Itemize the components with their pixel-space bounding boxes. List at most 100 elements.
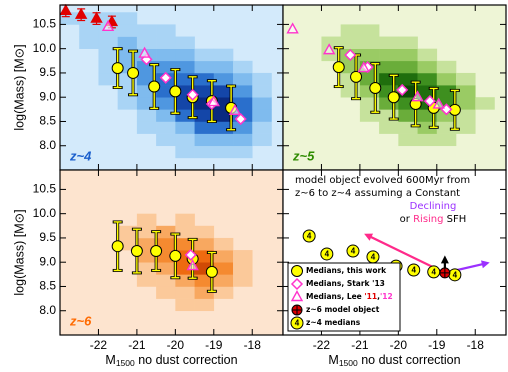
panel-label: z~6 bbox=[69, 313, 92, 328]
heatmap-cell bbox=[252, 262, 272, 274]
median-point bbox=[169, 85, 182, 98]
heatmap-cell bbox=[98, 72, 118, 86]
heatmap-cell bbox=[175, 121, 195, 134]
heatmap-cell bbox=[79, 134, 99, 146]
heatmap-cell bbox=[60, 189, 80, 201]
x-axis-label: M1500 no dust correction bbox=[328, 353, 460, 368]
note-or: or bbox=[400, 214, 413, 225]
heatmap-cell bbox=[98, 97, 118, 109]
legend-label-part: z~4 medians bbox=[306, 318, 361, 327]
heatmap-cell bbox=[79, 286, 99, 298]
heatmap-cell bbox=[418, 12, 438, 24]
heatmap-cell bbox=[60, 12, 80, 25]
heatmap-cell bbox=[437, 24, 457, 36]
heatmap-cell bbox=[475, 97, 495, 110]
diamond-point bbox=[290, 277, 304, 291]
heatmap-cell bbox=[195, 311, 215, 323]
heatmap-cell bbox=[213, 250, 234, 263]
heatmap-cell bbox=[195, 189, 215, 201]
heatmap-cell bbox=[137, 311, 157, 323]
heatmap-cell bbox=[60, 134, 80, 146]
triangle-point bbox=[90, 11, 103, 23]
heatmap-cell bbox=[436, 133, 457, 147]
note-declining: Declining bbox=[410, 201, 457, 212]
triangle-point bbox=[59, 3, 72, 16]
heatmap-cell bbox=[398, 48, 418, 62]
heatmap-cell bbox=[194, 48, 215, 62]
heatmap-cell bbox=[436, 60, 457, 74]
heatmap-cell bbox=[156, 24, 176, 37]
heatmap-cell bbox=[213, 133, 234, 147]
heatmap-cell bbox=[175, 36, 195, 49]
triangle-point bbox=[186, 259, 199, 271]
x-tick-label: -19 bbox=[428, 338, 446, 352]
heatmap-cell bbox=[214, 202, 234, 214]
heatmap-cell bbox=[252, 226, 272, 238]
note-rising-word: Rising bbox=[413, 214, 443, 225]
heatmap-cell bbox=[456, 49, 476, 61]
legend-box bbox=[287, 262, 401, 332]
heatmap-cell bbox=[214, 299, 234, 311]
heatmap-cell bbox=[252, 37, 272, 49]
note-rising: or Rising SFH bbox=[400, 214, 467, 225]
heatmap-cell bbox=[79, 299, 99, 311]
x-axis-label-part: no dust correction bbox=[358, 353, 461, 367]
heatmap-cell bbox=[214, 226, 234, 238]
heatmap-cell bbox=[233, 37, 253, 49]
heatmap-cell bbox=[136, 109, 157, 122]
legend-label: Medians, Lee '11,'12 bbox=[306, 292, 393, 301]
heatmap-cell bbox=[233, 133, 253, 147]
y-tick-label: 10.0 bbox=[33, 41, 57, 55]
heatmap-cell bbox=[456, 97, 476, 110]
legend-label: z~4 medians bbox=[306, 318, 361, 327]
heatmap-cell bbox=[359, 48, 380, 62]
heatmap-cell bbox=[252, 133, 272, 147]
legend-label-part: '12 bbox=[380, 292, 393, 301]
heatmap-cell bbox=[79, 85, 99, 97]
heatmap-cell bbox=[195, 202, 215, 214]
legend-label-part: z~6 model object bbox=[306, 305, 380, 314]
heatmap-cell bbox=[436, 85, 457, 98]
heatmap-cell bbox=[60, 274, 80, 286]
heatmap-cell bbox=[117, 12, 138, 25]
heatmap-cell bbox=[233, 238, 253, 250]
heatmap-cell bbox=[195, 24, 215, 36]
y-tick-label: 10.5 bbox=[33, 17, 57, 31]
heatmap-cell bbox=[79, 189, 99, 201]
heatmap-cell bbox=[456, 72, 476, 86]
diamond-point bbox=[423, 95, 436, 108]
heatmap-cell bbox=[194, 109, 215, 122]
heatmap-cell bbox=[252, 109, 272, 122]
arrow-head bbox=[440, 255, 449, 264]
heatmap-cell bbox=[252, 238, 272, 250]
median-point bbox=[127, 66, 140, 79]
heatmap-cell bbox=[341, 109, 361, 121]
heatmap-cell bbox=[60, 121, 80, 133]
heatmap-cell bbox=[341, 12, 361, 24]
heatmap-cell bbox=[79, 202, 99, 214]
heatmap-cell bbox=[79, 49, 99, 61]
heatmap-cell bbox=[98, 36, 118, 49]
heatmap-cell bbox=[137, 202, 157, 214]
heatmap-cell bbox=[195, 12, 215, 24]
heatmap-cell bbox=[252, 286, 272, 298]
heatmap-cell bbox=[233, 72, 253, 86]
heatmap-cell bbox=[156, 311, 176, 323]
heatmap-cell bbox=[118, 134, 138, 146]
diamond-point bbox=[396, 83, 409, 96]
heatmap-cell bbox=[379, 36, 399, 49]
heatmap-cell bbox=[60, 202, 80, 214]
heatmap-cell bbox=[283, 73, 303, 85]
point-label: 4 bbox=[453, 270, 458, 279]
point-label: 4 bbox=[325, 250, 330, 259]
x-axis-label-part: 1500 bbox=[339, 358, 358, 368]
heatmap-cell bbox=[60, 238, 80, 250]
heatmap-cell bbox=[475, 49, 495, 61]
heatmap-cell bbox=[475, 121, 495, 133]
heatmap-cell bbox=[118, 274, 138, 286]
heatmap-cell bbox=[379, 60, 399, 74]
heatmap-cell bbox=[118, 146, 138, 158]
heatmap-cell bbox=[283, 121, 303, 133]
heatmap-cell bbox=[341, 146, 361, 158]
heatmap-cell bbox=[156, 262, 176, 275]
